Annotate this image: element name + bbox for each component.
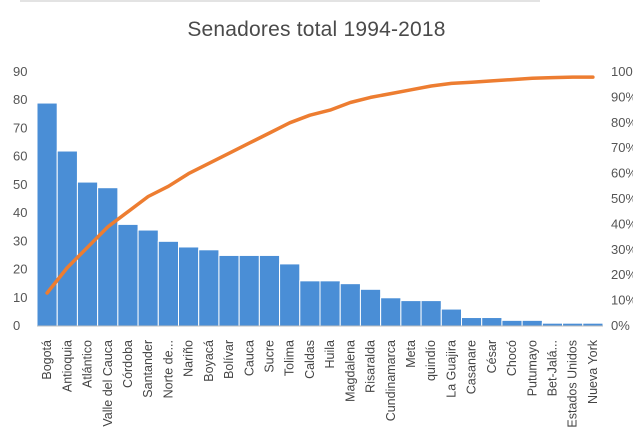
x-tick-label: Chocó	[505, 340, 519, 376]
y-tick-label: 0	[13, 318, 20, 333]
y-tick-label: 50	[13, 177, 27, 192]
x-axis-ticks: Bogotá Antioquia Atlántico Valle del Cauca C…	[40, 339, 600, 427]
y2-axis-ticks: 0% 10% 20% 30% 40% 50% 60% 70% 80% 90% 100%	[611, 64, 633, 333]
y-axis-ticks: 0 10 20 30 40 50 60 70 80 90	[13, 64, 27, 333]
bar	[198, 249, 220, 327]
cumulative-line-group	[45, 75, 595, 295]
x-tick-label: Cauca	[242, 340, 256, 376]
y2-tick-label: 0%	[611, 318, 630, 333]
y2-tick-label: 50%	[611, 191, 633, 206]
bar	[258, 254, 281, 327]
x-tick-label: Bogotá	[40, 340, 54, 380]
y2-tick-label: 70%	[611, 140, 633, 155]
x-tick-label: La Guajira	[444, 340, 458, 398]
bar	[279, 263, 301, 327]
y2-tick-label: 90%	[611, 89, 633, 104]
y2-tick-label: 30%	[611, 242, 633, 257]
bar	[117, 223, 139, 327]
x-tick-label: Cundinamarca	[384, 340, 398, 421]
bar	[521, 319, 543, 327]
x-tick-label: Putumayo	[525, 340, 539, 396]
bar	[238, 254, 260, 327]
x-tick-label: Atlántico	[81, 340, 95, 388]
x-tick-label: Magdalena	[343, 340, 357, 402]
x-tick-label: Meta	[404, 340, 418, 368]
x-tick-label: quindío	[424, 340, 438, 381]
bar	[380, 297, 402, 327]
x-tick-label: Tolima	[283, 340, 297, 376]
bar	[501, 319, 523, 327]
x-tick-label: Norte de...	[161, 340, 175, 398]
y2-tick-label: 100%	[611, 64, 633, 79]
cumulative-line	[45, 75, 595, 295]
bar	[359, 288, 382, 327]
x-tick-label: Bolívar	[222, 340, 236, 379]
bar	[481, 317, 503, 327]
x-tick-label: Santander	[141, 340, 155, 398]
y-tick-label: 90	[13, 64, 27, 79]
bar	[420, 300, 442, 327]
bar	[178, 246, 200, 327]
x-tick-label: César	[485, 340, 499, 373]
x-tick-label: Huila	[323, 340, 337, 369]
x-tick-label: Casanare	[465, 340, 479, 394]
x-tick-label: Nariño	[182, 340, 196, 377]
x-tick-label: Córdoba	[121, 340, 135, 388]
y2-tick-label: 80%	[611, 115, 633, 130]
x-tick-label: Bet-Jalá...	[545, 340, 559, 396]
x-tick-label: Sucre	[262, 340, 276, 373]
bar	[319, 280, 341, 327]
bar	[339, 283, 361, 327]
x-tick-label: Nueva York	[586, 339, 600, 404]
x-tick-label: Risaralda	[364, 340, 378, 393]
y-tick-label: 30	[13, 233, 27, 248]
chart-title: Senadores total 1994-2018	[187, 18, 446, 41]
y-tick-label: 60	[13, 149, 27, 164]
x-tick-label: Boyacá	[202, 340, 216, 382]
bar	[461, 317, 483, 327]
y-tick-label: 40	[13, 205, 27, 220]
x-tick-label: Caldas	[303, 340, 317, 379]
bar	[299, 280, 321, 327]
x-tick-label: Valle del Cauca	[101, 340, 115, 427]
x-tick-label: Antioquia	[60, 340, 74, 392]
bar	[56, 150, 78, 327]
y-tick-label: 80	[13, 92, 27, 107]
x-tick-label: Estados Unidos	[566, 340, 580, 428]
bar	[400, 300, 422, 327]
y2-tick-label: 20%	[611, 267, 633, 282]
y-tick-label: 70	[13, 120, 27, 135]
bar	[218, 254, 240, 327]
y2-tick-label: 60%	[611, 166, 633, 181]
y-tick-label: 20	[13, 262, 27, 277]
y-tick-label: 10	[13, 290, 27, 305]
bar	[97, 187, 119, 327]
y2-tick-label: 10%	[611, 293, 633, 308]
bar	[440, 308, 462, 327]
bar	[137, 229, 159, 327]
y2-tick-label: 40%	[611, 216, 633, 231]
top-border	[20, 0, 540, 2]
bar	[157, 240, 180, 327]
